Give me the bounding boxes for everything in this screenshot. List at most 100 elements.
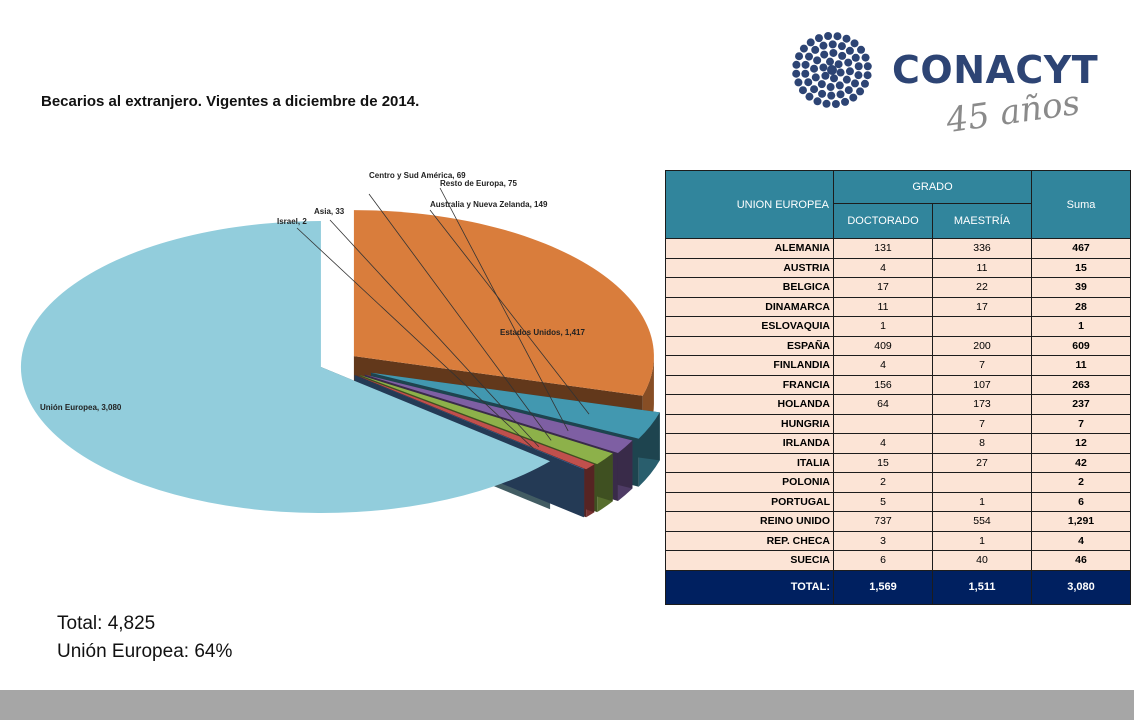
country-cell: POLONIA xyxy=(665,472,834,493)
total-label: TOTAL: xyxy=(665,569,834,605)
logo-dot xyxy=(819,63,828,72)
suma-cell: 7 xyxy=(1031,413,1131,434)
logo-dot xyxy=(804,52,813,61)
pie-slice xyxy=(356,375,595,470)
maestria-cell: 1 xyxy=(932,491,1032,512)
doctorado-cell: 1 xyxy=(833,316,933,337)
logo-dot xyxy=(842,75,851,84)
suma-cell: 263 xyxy=(1031,374,1131,395)
table-row: FRANCIA 156 107 263 xyxy=(665,374,1131,395)
country-cell: ESPAÑA xyxy=(665,335,834,356)
logo-dot xyxy=(794,78,803,87)
suma-cell: 39 xyxy=(1031,277,1131,298)
pie-label: Estados Unidos, 1,417 xyxy=(500,328,585,337)
table-row: BELGICA 17 22 39 xyxy=(665,277,1131,298)
total-mae: 1,511 xyxy=(932,569,1032,605)
logo-dot xyxy=(844,58,853,67)
logo-dot xyxy=(792,69,801,78)
pie-slice xyxy=(354,375,585,470)
logo-dot xyxy=(799,44,808,53)
table-body: ALEMANIA 131 336 467 AUSTRIA 4 11 15 BELGICA 17 22… xyxy=(665,238,1131,571)
pie-slice xyxy=(359,375,613,465)
ue-table: UNION EUROPEA GRADO Suma DOCTORADO MAEST… xyxy=(665,170,1131,605)
logo-dot xyxy=(844,86,853,95)
logo-dot xyxy=(826,83,835,92)
logo-dot xyxy=(801,69,810,78)
logo-dot xyxy=(850,39,859,48)
maestria-cell: 22 xyxy=(932,277,1032,298)
logo-dot xyxy=(841,97,850,106)
country-cell: IRLANDA xyxy=(665,433,834,454)
doctorado-cell: 156 xyxy=(833,374,933,395)
country-cell: REP. CHECA xyxy=(665,530,834,551)
country-cell: BELGICA xyxy=(665,277,834,298)
logo-dot xyxy=(814,34,823,43)
logo-dot xyxy=(860,79,869,88)
suma-cell: 609 xyxy=(1031,335,1131,356)
logo-dot xyxy=(828,40,837,49)
header-maestria: MAESTRÍA xyxy=(932,203,1032,239)
table-row: IRLANDA 4 8 12 xyxy=(665,433,1131,454)
doctorado-cell: 4 xyxy=(833,433,933,454)
pie-label: Resto de Europa, 75 xyxy=(440,179,517,188)
doctorado-cell: 737 xyxy=(833,511,933,532)
totals-summary: Total: 4,825 Unión Europea: 64% xyxy=(57,610,232,666)
maestria-cell xyxy=(932,472,1032,493)
logo-dot xyxy=(857,45,866,54)
logo-dot xyxy=(836,68,845,77)
header-doctorado: DOCTORADO xyxy=(833,203,933,239)
table-row: PORTUGAL 5 1 6 xyxy=(665,491,1131,512)
logo-dot xyxy=(821,71,830,80)
maestria-cell: 17 xyxy=(932,296,1032,317)
logo-dot xyxy=(854,62,863,71)
maestria-cell: 8 xyxy=(932,433,1032,454)
logo-dot xyxy=(845,46,854,55)
logo-dot xyxy=(826,57,835,66)
slide-title: Becarios al extranjero. Vigentes a dicie… xyxy=(41,93,420,110)
logo-dot xyxy=(801,60,810,69)
pie-label: Israel, 2 xyxy=(277,217,307,226)
suma-cell: 28 xyxy=(1031,296,1131,317)
doctorado-cell: 11 xyxy=(833,296,933,317)
logo-dot xyxy=(829,74,838,83)
suma-cell: 2 xyxy=(1031,472,1131,493)
total-row: TOTAL: 1,569 1,511 3,080 xyxy=(665,569,1131,605)
country-cell: PORTUGAL xyxy=(665,491,834,512)
logo-dot xyxy=(822,99,831,108)
logo-name: CONACYT xyxy=(892,48,1099,92)
doctorado-cell: 2 xyxy=(833,472,933,493)
maestria-cell: 27 xyxy=(932,452,1032,473)
doctorado-cell xyxy=(833,413,933,434)
table-row: HOLANDA 64 173 237 xyxy=(665,394,1131,415)
header-suma: Suma xyxy=(1031,170,1131,239)
table-row: ALEMANIA 131 336 467 xyxy=(665,238,1131,259)
logo-dot xyxy=(811,45,820,54)
country-cell: ESLOVAQUIA xyxy=(665,316,834,337)
maestria-cell: 173 xyxy=(932,394,1032,415)
logo-dot xyxy=(856,87,865,96)
pie-leader-line xyxy=(296,227,534,449)
total-count: Total: 4,825 xyxy=(57,613,156,634)
suma-cell: 46 xyxy=(1031,550,1131,571)
footer-bar xyxy=(0,690,1134,720)
pie-tops xyxy=(20,210,660,514)
doctorado-cell: 4 xyxy=(833,355,933,376)
maestria-cell: 1 xyxy=(932,530,1032,551)
logo-dot xyxy=(861,53,870,62)
maestria-cell: 11 xyxy=(932,257,1032,278)
table-row: ESLOVAQUIA 1 1 xyxy=(665,316,1131,337)
logo-dot xyxy=(829,48,838,57)
logo-dots-icon xyxy=(792,32,872,108)
header-grado: GRADO xyxy=(833,170,1032,204)
logo-dot xyxy=(836,90,845,99)
table-row: ESPAÑA 409 200 609 xyxy=(665,335,1131,356)
doctorado-cell: 4 xyxy=(833,257,933,278)
table-row: REP. CHECA 3 1 4 xyxy=(665,530,1131,551)
logo-dot xyxy=(817,80,826,89)
pie-leader-line xyxy=(329,219,540,448)
logo-dot xyxy=(831,99,840,108)
logo-dot xyxy=(824,32,833,41)
logo-dot xyxy=(811,73,820,82)
country-cell: REINO UNIDO xyxy=(665,511,834,532)
maestria-cell: 40 xyxy=(932,550,1032,571)
